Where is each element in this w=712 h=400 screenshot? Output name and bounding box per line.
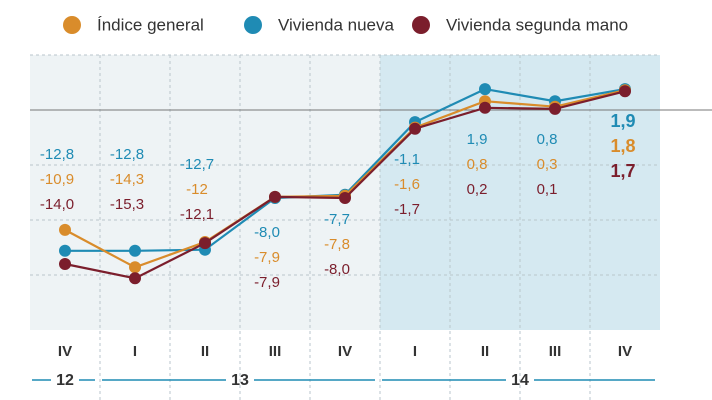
value-label: 1,7: [610, 161, 635, 181]
x-tick-label: IV: [618, 343, 632, 360]
group-label: 12: [56, 372, 74, 389]
value-label: -1,1: [394, 151, 420, 168]
x-tick-label: III: [549, 343, 562, 360]
point: [269, 190, 281, 203]
x-tick-label: II: [201, 343, 209, 360]
value-label: 1,8: [610, 136, 635, 156]
value-label: -12,1: [180, 206, 214, 223]
value-label: -7,8: [324, 236, 350, 253]
x-tick-label: I: [133, 343, 137, 360]
x-tick-label: I: [413, 343, 417, 360]
value-label: 1,9: [467, 131, 488, 148]
value-label: 0,3: [537, 156, 558, 173]
legend-label: Vivienda nueva: [278, 15, 394, 34]
value-label: 0,8: [537, 131, 558, 148]
point: [199, 237, 211, 250]
value-label: -7,9: [254, 249, 280, 266]
point: [129, 272, 141, 285]
value-label: -12,8: [110, 146, 144, 163]
value-label: 0,2: [467, 181, 488, 198]
value-label: -14,3: [110, 171, 144, 188]
legend-marker: [63, 16, 81, 34]
point: [409, 122, 421, 135]
x-tick-label: IV: [338, 343, 352, 360]
x-tick-label: IV: [58, 343, 72, 360]
point: [339, 192, 351, 204]
point: [479, 83, 491, 96]
value-label: -10,9: [40, 171, 74, 188]
value-label: -7,9: [254, 274, 280, 291]
legend-label: Vivienda segunda mano: [446, 15, 628, 34]
x-tick-label: II: [481, 343, 489, 360]
point: [59, 258, 71, 270]
group-label: 13: [231, 372, 249, 389]
value-label: -8,0: [324, 261, 350, 278]
value-label: -1,7: [394, 201, 420, 218]
point: [479, 101, 491, 114]
point: [59, 223, 71, 236]
value-label: -12,8: [40, 146, 74, 163]
x-tick-label: III: [269, 343, 282, 360]
value-label: -14,0: [40, 196, 74, 213]
group-label: 14: [511, 372, 529, 389]
legend-label: Índice general: [97, 15, 204, 34]
point: [129, 244, 141, 257]
legend-marker: [244, 16, 262, 34]
value-label: -1,6: [394, 176, 420, 193]
value-label: -8,0: [254, 224, 280, 241]
value-label: 0,1: [537, 181, 558, 198]
value-label: -12,7: [180, 156, 214, 173]
point: [549, 102, 561, 115]
point: [619, 85, 631, 98]
value-label: 1,9: [610, 111, 635, 131]
value-label: -15,3: [110, 196, 144, 213]
value-label: -12: [186, 181, 208, 198]
value-label: 0,8: [467, 156, 488, 173]
point: [59, 244, 71, 257]
point: [129, 261, 141, 274]
value-label: -7,7: [324, 211, 350, 228]
legend-marker: [412, 16, 430, 34]
